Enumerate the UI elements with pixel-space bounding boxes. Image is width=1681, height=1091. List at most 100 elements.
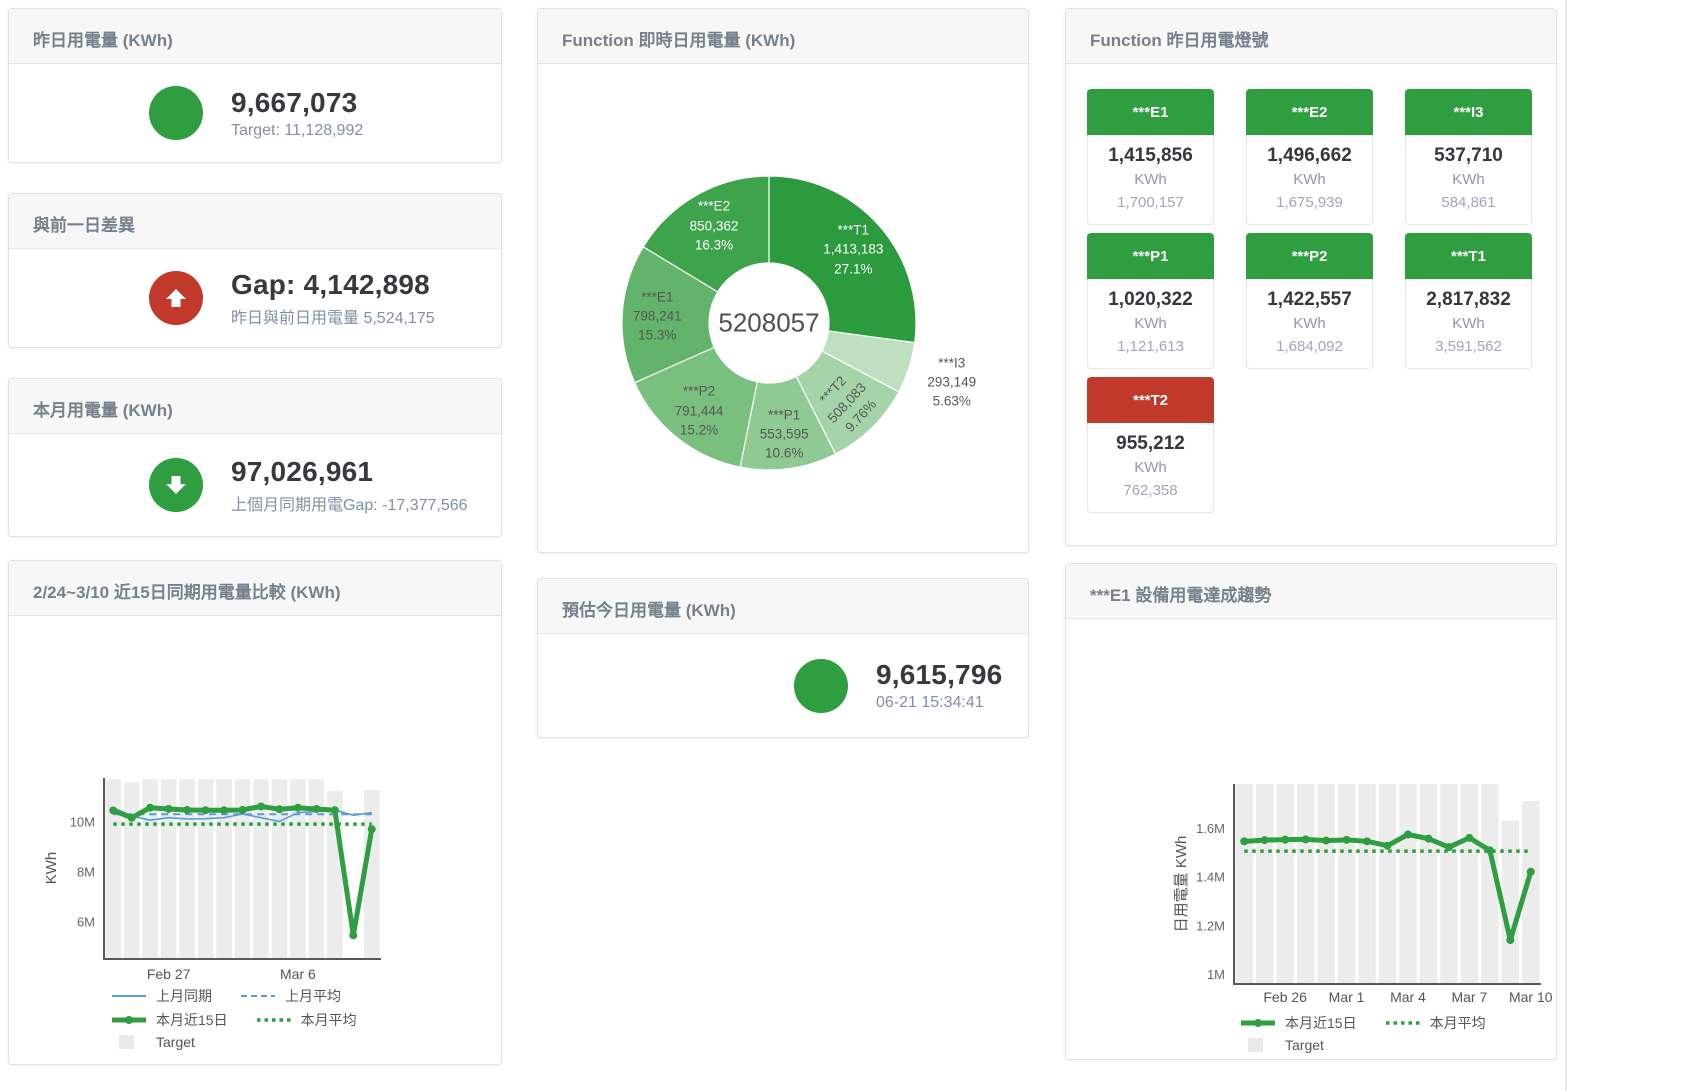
legend-marker-dash bbox=[241, 995, 275, 997]
series-point[interactable] bbox=[183, 805, 192, 814]
legend-marker-dot bbox=[256, 1018, 291, 1022]
series-point[interactable] bbox=[146, 803, 155, 812]
target-bar bbox=[1337, 784, 1356, 984]
x-tick-label: Feb 26 bbox=[1263, 989, 1307, 1005]
card-15day-compare: 2/24~3/10 近15日同期用電量比較 (KWh) 6M 8M 10M Feb 2… bbox=[8, 560, 502, 1065]
light-tile-target: 762,358 bbox=[1123, 482, 1178, 499]
target-bar bbox=[290, 779, 306, 959]
status-circle-green bbox=[794, 658, 848, 713]
target-bar bbox=[1358, 784, 1376, 984]
light-tile-body: 955,212 KWh 762,358 bbox=[1087, 423, 1214, 513]
target-bar bbox=[1276, 784, 1294, 984]
card-title: Function 昨日用電燈號 bbox=[1066, 9, 1556, 64]
card-diff-prev-day: 與前一日差異 Gap: 4,142,898 昨日與前日用電量 5,524,175 bbox=[8, 193, 502, 348]
light-tile-e2: ***E2 1,496,662 KWh 1,675,939 bbox=[1246, 89, 1373, 225]
kpi-subtitle: 06-21 15:34:41 bbox=[876, 694, 984, 711]
realtime-donut-chart[interactable] bbox=[538, 64, 1028, 554]
target-bar bbox=[363, 789, 380, 959]
donut-slice-P2[interactable] bbox=[633, 346, 758, 468]
series-point[interactable] bbox=[164, 804, 173, 813]
legend-item-上月平均[interactable]: 上月平均 bbox=[238, 986, 341, 1006]
series-point[interactable] bbox=[1465, 833, 1474, 842]
series-point[interactable] bbox=[1322, 836, 1331, 845]
legend-label: Target bbox=[156, 1034, 195, 1050]
series-point[interactable] bbox=[1506, 936, 1515, 945]
legend-marker-square bbox=[119, 1035, 134, 1049]
legend-row: Target bbox=[109, 1034, 383, 1050]
series-point[interactable] bbox=[1260, 836, 1269, 845]
legend-marker-thickline bbox=[1241, 1019, 1275, 1027]
light-tile-body: 1,020,322 KWh 1,121,613 bbox=[1087, 279, 1214, 369]
light-tiles-grid: ***E1 1,415,856 KWh 1,700,157 ***E2 1,496,662… bbox=[1066, 64, 1556, 513]
light-tile-status: ***P1 bbox=[1087, 233, 1214, 279]
legend-marker-thickline bbox=[112, 1016, 146, 1024]
card-yesterday-usage: 昨日用電量 (KWh) 9,667,073 Target: 11,128,992 bbox=[8, 8, 502, 163]
card-realtime-donut: Function 即時日用電量 (KWh) 5208057 ***T1 1,413… bbox=[537, 8, 1029, 553]
kpi-row: Gap: 4,142,898 昨日與前日用電量 5,524,175 bbox=[9, 249, 501, 347]
legend-item-Target[interactable]: Target bbox=[109, 1034, 195, 1050]
donut-slice-E1[interactable] bbox=[621, 245, 719, 384]
legend-item-本月近15日[interactable]: 本月近15日 bbox=[109, 1010, 228, 1030]
light-tile-body: 537,710 KWh 584,861 bbox=[1405, 135, 1532, 225]
light-tile-p1: ***P1 1,020,322 KWh 1,121,613 bbox=[1087, 233, 1214, 369]
legend-row: 本月近15日 本月平均 bbox=[109, 1010, 383, 1030]
series-point[interactable] bbox=[349, 931, 358, 940]
series-point[interactable] bbox=[1363, 837, 1372, 846]
light-tile-value: 2,817,832 bbox=[1426, 289, 1511, 310]
series-point[interactable] bbox=[1301, 835, 1310, 844]
legend-marker-line bbox=[112, 995, 146, 997]
series-point[interactable] bbox=[1444, 843, 1453, 852]
y-tick-label: 8M bbox=[77, 865, 95, 880]
series-point[interactable] bbox=[1342, 835, 1351, 844]
series-point[interactable] bbox=[312, 804, 321, 813]
legend-item-本月平均[interactable]: 本月平均 bbox=[254, 1010, 357, 1030]
series-point[interactable] bbox=[1281, 835, 1290, 844]
light-tile-value: 1,422,557 bbox=[1267, 289, 1352, 310]
target-bar bbox=[308, 779, 325, 959]
series-point[interactable] bbox=[1403, 830, 1412, 839]
light-tile-status: ***E1 bbox=[1087, 89, 1214, 135]
series-point[interactable] bbox=[275, 805, 284, 814]
legend-item-上月同期[interactable]: 上月同期 bbox=[109, 986, 212, 1006]
compare-chart[interactable]: 6M 8M 10M Feb 27 Mar 6 KWh bbox=[9, 616, 501, 1066]
target-bar bbox=[1460, 784, 1479, 984]
series-point[interactable] bbox=[1485, 846, 1494, 855]
light-tile-status: ***I3 bbox=[1405, 89, 1532, 135]
kpi-row: 97,026,961 上個月同期用電Gap: -17,377,566 bbox=[9, 434, 501, 536]
series-point[interactable] bbox=[1383, 841, 1392, 850]
series-point[interactable] bbox=[330, 806, 339, 815]
series-point[interactable] bbox=[201, 806, 210, 815]
light-tile-target: 1,684,092 bbox=[1276, 338, 1343, 355]
legend-item-本月近15日[interactable]: 本月近15日 bbox=[1238, 1013, 1357, 1033]
light-tile-status: ***T2 bbox=[1087, 377, 1214, 423]
series-point[interactable] bbox=[1424, 834, 1433, 843]
series-point[interactable] bbox=[367, 825, 376, 834]
legend-item-本月平均[interactable]: 本月平均 bbox=[1383, 1013, 1486, 1033]
kpi-subtitle: Target: 11,128,992 bbox=[231, 121, 364, 139]
kpi-value: 9,667,073 bbox=[231, 86, 358, 118]
target-bar bbox=[105, 779, 122, 959]
series-point[interactable] bbox=[220, 806, 229, 815]
y-axis-title: 日用電量 KWh bbox=[1173, 836, 1190, 933]
legend-item-Target[interactable]: Target bbox=[1238, 1037, 1324, 1053]
target-bar bbox=[1256, 784, 1274, 984]
light-tile-value: 1,415,856 bbox=[1108, 145, 1193, 166]
e1-trend-chart[interactable]: 1M 1.2M 1.4M 1.6M Feb 26 Mar 1 Mar 4 Mar 7 Mar 1… bbox=[1066, 619, 1556, 1061]
donut-slice-T1[interactable] bbox=[768, 175, 917, 344]
light-tile-body: 1,422,557 KWh 1,684,092 bbox=[1246, 279, 1373, 369]
series-point[interactable] bbox=[238, 805, 247, 814]
arrow-up-icon bbox=[166, 289, 186, 307]
series-point[interactable] bbox=[1526, 867, 1535, 876]
scrollbar-track[interactable] bbox=[1565, 0, 1567, 1091]
series-point[interactable] bbox=[256, 802, 265, 811]
series-point[interactable] bbox=[293, 803, 302, 812]
donut-slice-E2[interactable] bbox=[642, 175, 770, 293]
series-point[interactable] bbox=[127, 813, 136, 822]
series-point[interactable] bbox=[109, 806, 118, 815]
series-point[interactable] bbox=[1240, 837, 1249, 846]
legend-marker-dot bbox=[1385, 1021, 1420, 1025]
compare-chart-legend: 上月同期 上月平均 本月近15日 本月平均 Target bbox=[109, 986, 383, 1050]
light-tile-unit: KWh bbox=[1293, 171, 1326, 188]
y-tick-label: 6M bbox=[77, 915, 95, 930]
